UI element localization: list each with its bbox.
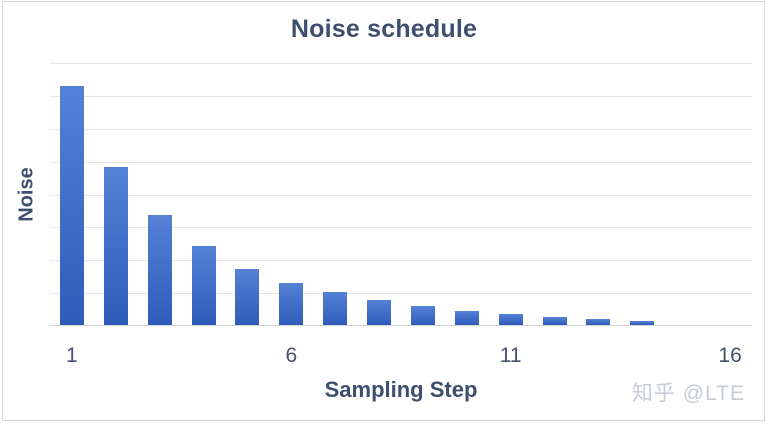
bar-step-7 — [323, 292, 348, 325]
x-axis-line — [50, 325, 752, 326]
bar-step-13 — [586, 318, 611, 325]
bar-step-6 — [279, 283, 304, 325]
watermark: 知乎 @LTE — [631, 382, 745, 405]
gridline — [50, 194, 752, 196]
bar-step-10 — [454, 310, 479, 325]
bar-step-9 — [410, 305, 435, 325]
y-axis-title-label: Noise — [15, 167, 38, 222]
gridline — [50, 95, 752, 97]
x-axis-ticks: 1 6 11 16 — [50, 345, 752, 369]
y-axis-title: Noise — [12, 63, 42, 326]
x-tick-label-1: 1 — [66, 344, 78, 367]
x-axis-title: Sampling Step — [324, 377, 478, 402]
plot-area — [50, 63, 752, 326]
gridline — [50, 293, 752, 295]
gridline — [50, 227, 752, 229]
gridline — [50, 161, 752, 163]
gridline — [50, 128, 752, 130]
bar-step-11 — [498, 314, 523, 325]
x-tick-label-11: 11 — [499, 344, 522, 367]
x-tick-label-16: 16 — [718, 344, 742, 367]
bar-step-14 — [630, 320, 655, 325]
chart-title: Noise schedule — [290, 15, 478, 43]
bar-step-8 — [367, 299, 392, 325]
gridline — [50, 260, 752, 262]
bar-step-3 — [147, 215, 172, 325]
gridline — [50, 63, 752, 64]
bar-step-2 — [103, 167, 128, 325]
x-tick-label-6: 6 — [285, 344, 298, 367]
bar-step-12 — [542, 316, 567, 325]
bar-step-4 — [191, 246, 216, 325]
bar-step-1 — [59, 85, 84, 325]
bar-step-5 — [235, 268, 260, 325]
